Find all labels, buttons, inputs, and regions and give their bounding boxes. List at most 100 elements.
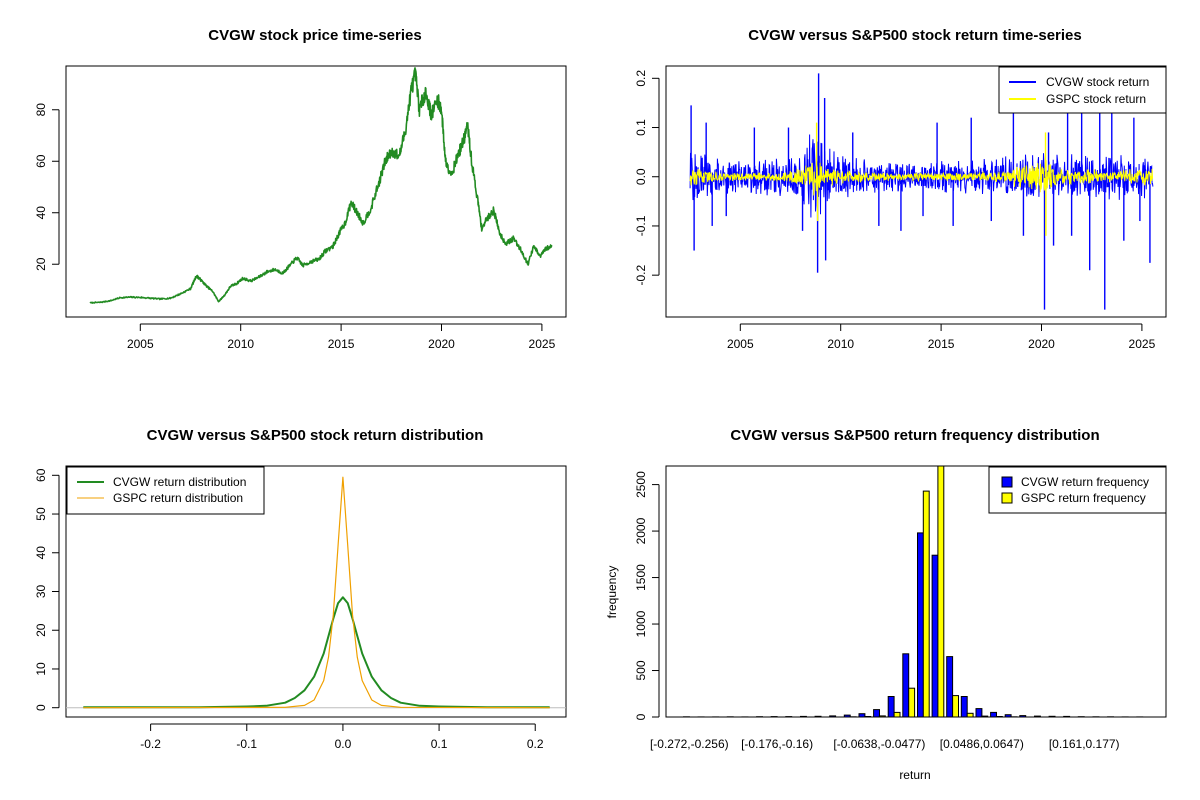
- returns-x-axis: 2005 2010 2015 2020 2025: [727, 323, 1156, 351]
- cvgw-density-line: [83, 596, 550, 709]
- price-panel: CVGW stock price time-series 2005 2010 201…: [34, 27, 567, 351]
- histogram-legend-swatch-cvgw: [1001, 476, 1013, 488]
- gspc-frequency-bar: [908, 687, 916, 718]
- returns-x-tick-label: 2025: [1129, 337, 1156, 351]
- cvgw-frequency-bar: [887, 696, 895, 718]
- returns-plot-frame: [665, 65, 1167, 318]
- density-plot-area: [66, 476, 566, 709]
- price-plot-area: [89, 67, 553, 304]
- price-chart-title: CVGW stock price time-series: [208, 27, 421, 44]
- histogram-chart-title: CVGW versus S&P500 return frequency dist…: [730, 427, 1099, 444]
- histogram-y-tick-label: 2000: [634, 517, 648, 544]
- gspc-frequency-bar: [937, 465, 945, 718]
- density-y-tick-label: 50: [34, 507, 48, 521]
- returns-chart-title: CVGW versus S&P500 stock return time-ser…: [748, 27, 1081, 44]
- gspc-frequency-bar: [922, 490, 930, 718]
- density-plot-frame: [65, 465, 567, 718]
- histogram-y-axis-label: frequency: [605, 566, 619, 619]
- histogram-x-tick-label: [0.161,0.177): [1049, 737, 1120, 751]
- price-series-line: [89, 67, 553, 304]
- price-plot-frame: [65, 65, 567, 318]
- density-panel: CVGW versus S&P500 stock return distribu…: [34, 427, 567, 751]
- histogram-x-tick-label: [-0.0638,-0.0477): [833, 737, 925, 751]
- histogram-y-axis: 0 500 1000 1500 2000 2500: [634, 471, 660, 720]
- returns-x-tick-label: 2010: [827, 337, 854, 351]
- cvgw-frequency-bar: [873, 709, 880, 718]
- returns-panel: CVGW versus S&P500 stock return time-ser…: [634, 27, 1167, 351]
- gspc-frequency-bar: [966, 712, 974, 718]
- density-y-tick-label: 0: [34, 704, 48, 711]
- cvgw-frequency-bar: [917, 532, 924, 718]
- histogram-legend-label-cvgw: CVGW return frequency: [1021, 475, 1149, 489]
- price-x-tick-label: 2010: [227, 337, 254, 351]
- histogram-legend-box: [988, 466, 1167, 514]
- density-legend-label-cvgw: CVGW return distribution: [113, 475, 246, 489]
- density-chart-title: CVGW versus S&P500 stock return distribu…: [147, 427, 484, 444]
- density-x-tick-label: -0.1: [236, 737, 257, 751]
- price-y-tick-label: 40: [34, 206, 48, 220]
- returns-y-tick-label: -0.1: [634, 215, 648, 236]
- histogram-panel: CVGW versus S&P500 return frequency dist…: [605, 427, 1167, 782]
- price-x-tick-label: 2025: [529, 337, 556, 351]
- returns-x-tick-label: 2005: [727, 337, 754, 351]
- histogram-legend: CVGW return frequency GSPC return freque…: [988, 466, 1167, 514]
- cvgw-frequency-bar: [990, 711, 997, 718]
- density-y-tick-label: 20: [34, 623, 48, 637]
- gspc-return-line: [689, 160, 1154, 196]
- returns-y-axis: -0.2 -0.1 0.0 0.1 0.2: [634, 70, 660, 286]
- returns-y-tick-label: 0.0: [634, 168, 648, 185]
- returns-y-tick-label: 0.2: [634, 70, 648, 87]
- density-x-tick-label: 0.2: [527, 737, 544, 751]
- density-legend-box: [66, 466, 265, 515]
- cvgw-frequency-bar: [975, 708, 983, 718]
- returns-x-tick-label: 2015: [928, 337, 955, 351]
- histogram-y-tick-label: 0: [634, 713, 648, 720]
- returns-legend-label-cvgw: CVGW stock return: [1046, 75, 1149, 89]
- density-legend-label-gspc: GSPC return distribution: [113, 491, 243, 505]
- histogram-plot-frame: [665, 465, 1167, 718]
- gspc-frequency-bar: [893, 711, 901, 718]
- gspc-frequency-bar: [952, 695, 959, 718]
- histogram-x-axis-label: return: [899, 768, 930, 782]
- histogram-x-tick-label: [-0.272,-0.256): [650, 737, 729, 751]
- density-y-tick-label: 10: [34, 662, 48, 676]
- price-x-tick-label: 2005: [127, 337, 154, 351]
- density-x-tick-label: 0.0: [335, 737, 352, 751]
- density-legend: CVGW return distribution GSPC return dis…: [66, 466, 265, 515]
- cvgw-frequency-bar: [960, 696, 968, 718]
- histogram-x-tick-label: [0.0486,0.0647): [940, 737, 1024, 751]
- returns-y-tick-label: -0.2: [634, 265, 648, 286]
- density-y-tick-label: 60: [34, 468, 48, 482]
- histogram-y-tick-label: 1500: [634, 564, 648, 591]
- histogram-legend-label-gspc: GSPC return frequency: [1021, 491, 1146, 505]
- histogram-x-tick-label: [-0.176,-0.16): [741, 737, 813, 751]
- cvgw-return-line: [689, 134, 1154, 218]
- histogram-y-tick-label: 500: [634, 660, 648, 680]
- price-y-tick-label: 60: [34, 154, 48, 168]
- gspc-density-line: [83, 476, 550, 709]
- histogram-x-axis: [-0.272,-0.256) [-0.176,-0.16) [-0.0638,-0…: [650, 737, 1120, 751]
- density-x-axis: -0.2 -0.1 0.0 0.1 0.2: [140, 723, 544, 751]
- histogram-y-tick-label: 1000: [634, 610, 648, 637]
- density-x-tick-label: 0.1: [431, 737, 448, 751]
- histogram-legend-swatch-gspc: [1001, 492, 1013, 504]
- price-x-axis: 2005 2010 2015 2020 2025: [127, 323, 556, 351]
- price-y-tick-label: 80: [34, 103, 48, 117]
- returns-x-tick-label: 2020: [1028, 337, 1055, 351]
- density-x-tick-label: -0.2: [140, 737, 161, 751]
- price-y-axis: 20 40 60 80: [34, 103, 60, 271]
- returns-legend: CVGW stock return GSPC stock return: [998, 66, 1167, 114]
- density-y-axis: 0 10 20 30 40 50 60: [34, 468, 60, 711]
- price-x-tick-label: 2015: [328, 337, 355, 351]
- density-y-tick-label: 30: [34, 585, 48, 599]
- price-y-tick-label: 20: [34, 257, 48, 271]
- cvgw-frequency-bar: [946, 656, 954, 718]
- returns-legend-box: [998, 66, 1167, 114]
- cvgw-frequency-bar: [931, 554, 939, 718]
- density-y-tick-label: 40: [34, 546, 48, 560]
- cvgw-frequency-bar: [902, 653, 910, 718]
- price-x-tick-label: 2020: [428, 337, 455, 351]
- returns-legend-label-gspc: GSPC stock return: [1046, 92, 1146, 106]
- returns-y-tick-label: 0.1: [634, 119, 648, 136]
